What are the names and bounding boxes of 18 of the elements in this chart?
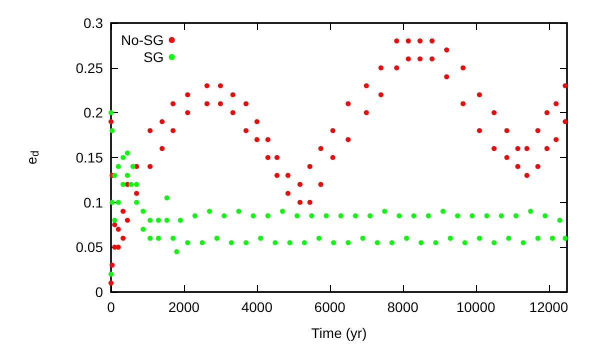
y-tick-label: 0.15 [76,150,104,166]
y-tick-label: 0.05 [76,239,104,256]
x-tick-label: 10000 [456,299,496,315]
y-tick-label: 0 [95,284,104,300]
x-tick-label: 4000 [241,299,273,315]
x-tick-label: 8000 [387,299,419,315]
y-tick-label: 0.3 [84,15,104,31]
x-tick-label: 12000 [529,299,568,315]
y-axis-title: ed [24,150,42,164]
x-axis-title: Time (yr) [311,325,367,341]
y-tick-label: 0.1 [84,194,104,210]
legend-label: No-SG [120,32,164,48]
y-tick-label: 0.2 [84,104,104,121]
x-tick-label: 6000 [314,299,346,315]
x-tick-label: 0 [107,299,116,315]
legend-label: SG [144,49,164,65]
y-tick-label: 0.25 [76,60,104,76]
x-tick-label: 2000 [168,299,200,315]
